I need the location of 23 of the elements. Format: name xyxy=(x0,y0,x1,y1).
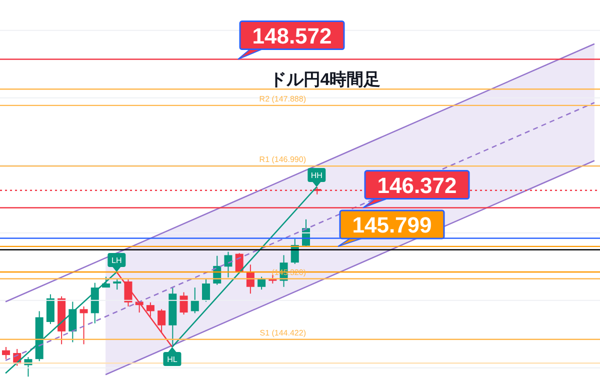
candlestick xyxy=(202,278,210,302)
candlestick xyxy=(190,287,199,314)
ref-line-label: 148.572 xyxy=(252,23,332,48)
candlestick xyxy=(2,346,10,360)
candlestick xyxy=(180,292,188,316)
text: ドル円4時間足 xyxy=(268,69,382,91)
candlestick xyxy=(80,306,88,345)
candlestick xyxy=(224,251,232,278)
candlestick xyxy=(258,276,266,290)
ref-line-label: S1 (144.422) xyxy=(260,328,306,338)
ref-line-label: 145.799 xyxy=(352,212,432,238)
ref-line-label: 146.372 xyxy=(377,172,457,198)
ref-line-label: R1 (146.990) xyxy=(259,155,306,164)
data-label: HL xyxy=(167,354,178,364)
ref-line-label: R2 (147.888) xyxy=(259,94,306,104)
data-label: HH xyxy=(310,170,323,180)
data-label: LH xyxy=(112,256,122,266)
candlestick xyxy=(158,308,166,333)
candlestick xyxy=(46,294,54,324)
candlestick xyxy=(146,302,154,318)
ref-line-label: (145.320) xyxy=(272,268,306,277)
candlestick xyxy=(113,278,122,290)
candlestick xyxy=(68,301,77,343)
